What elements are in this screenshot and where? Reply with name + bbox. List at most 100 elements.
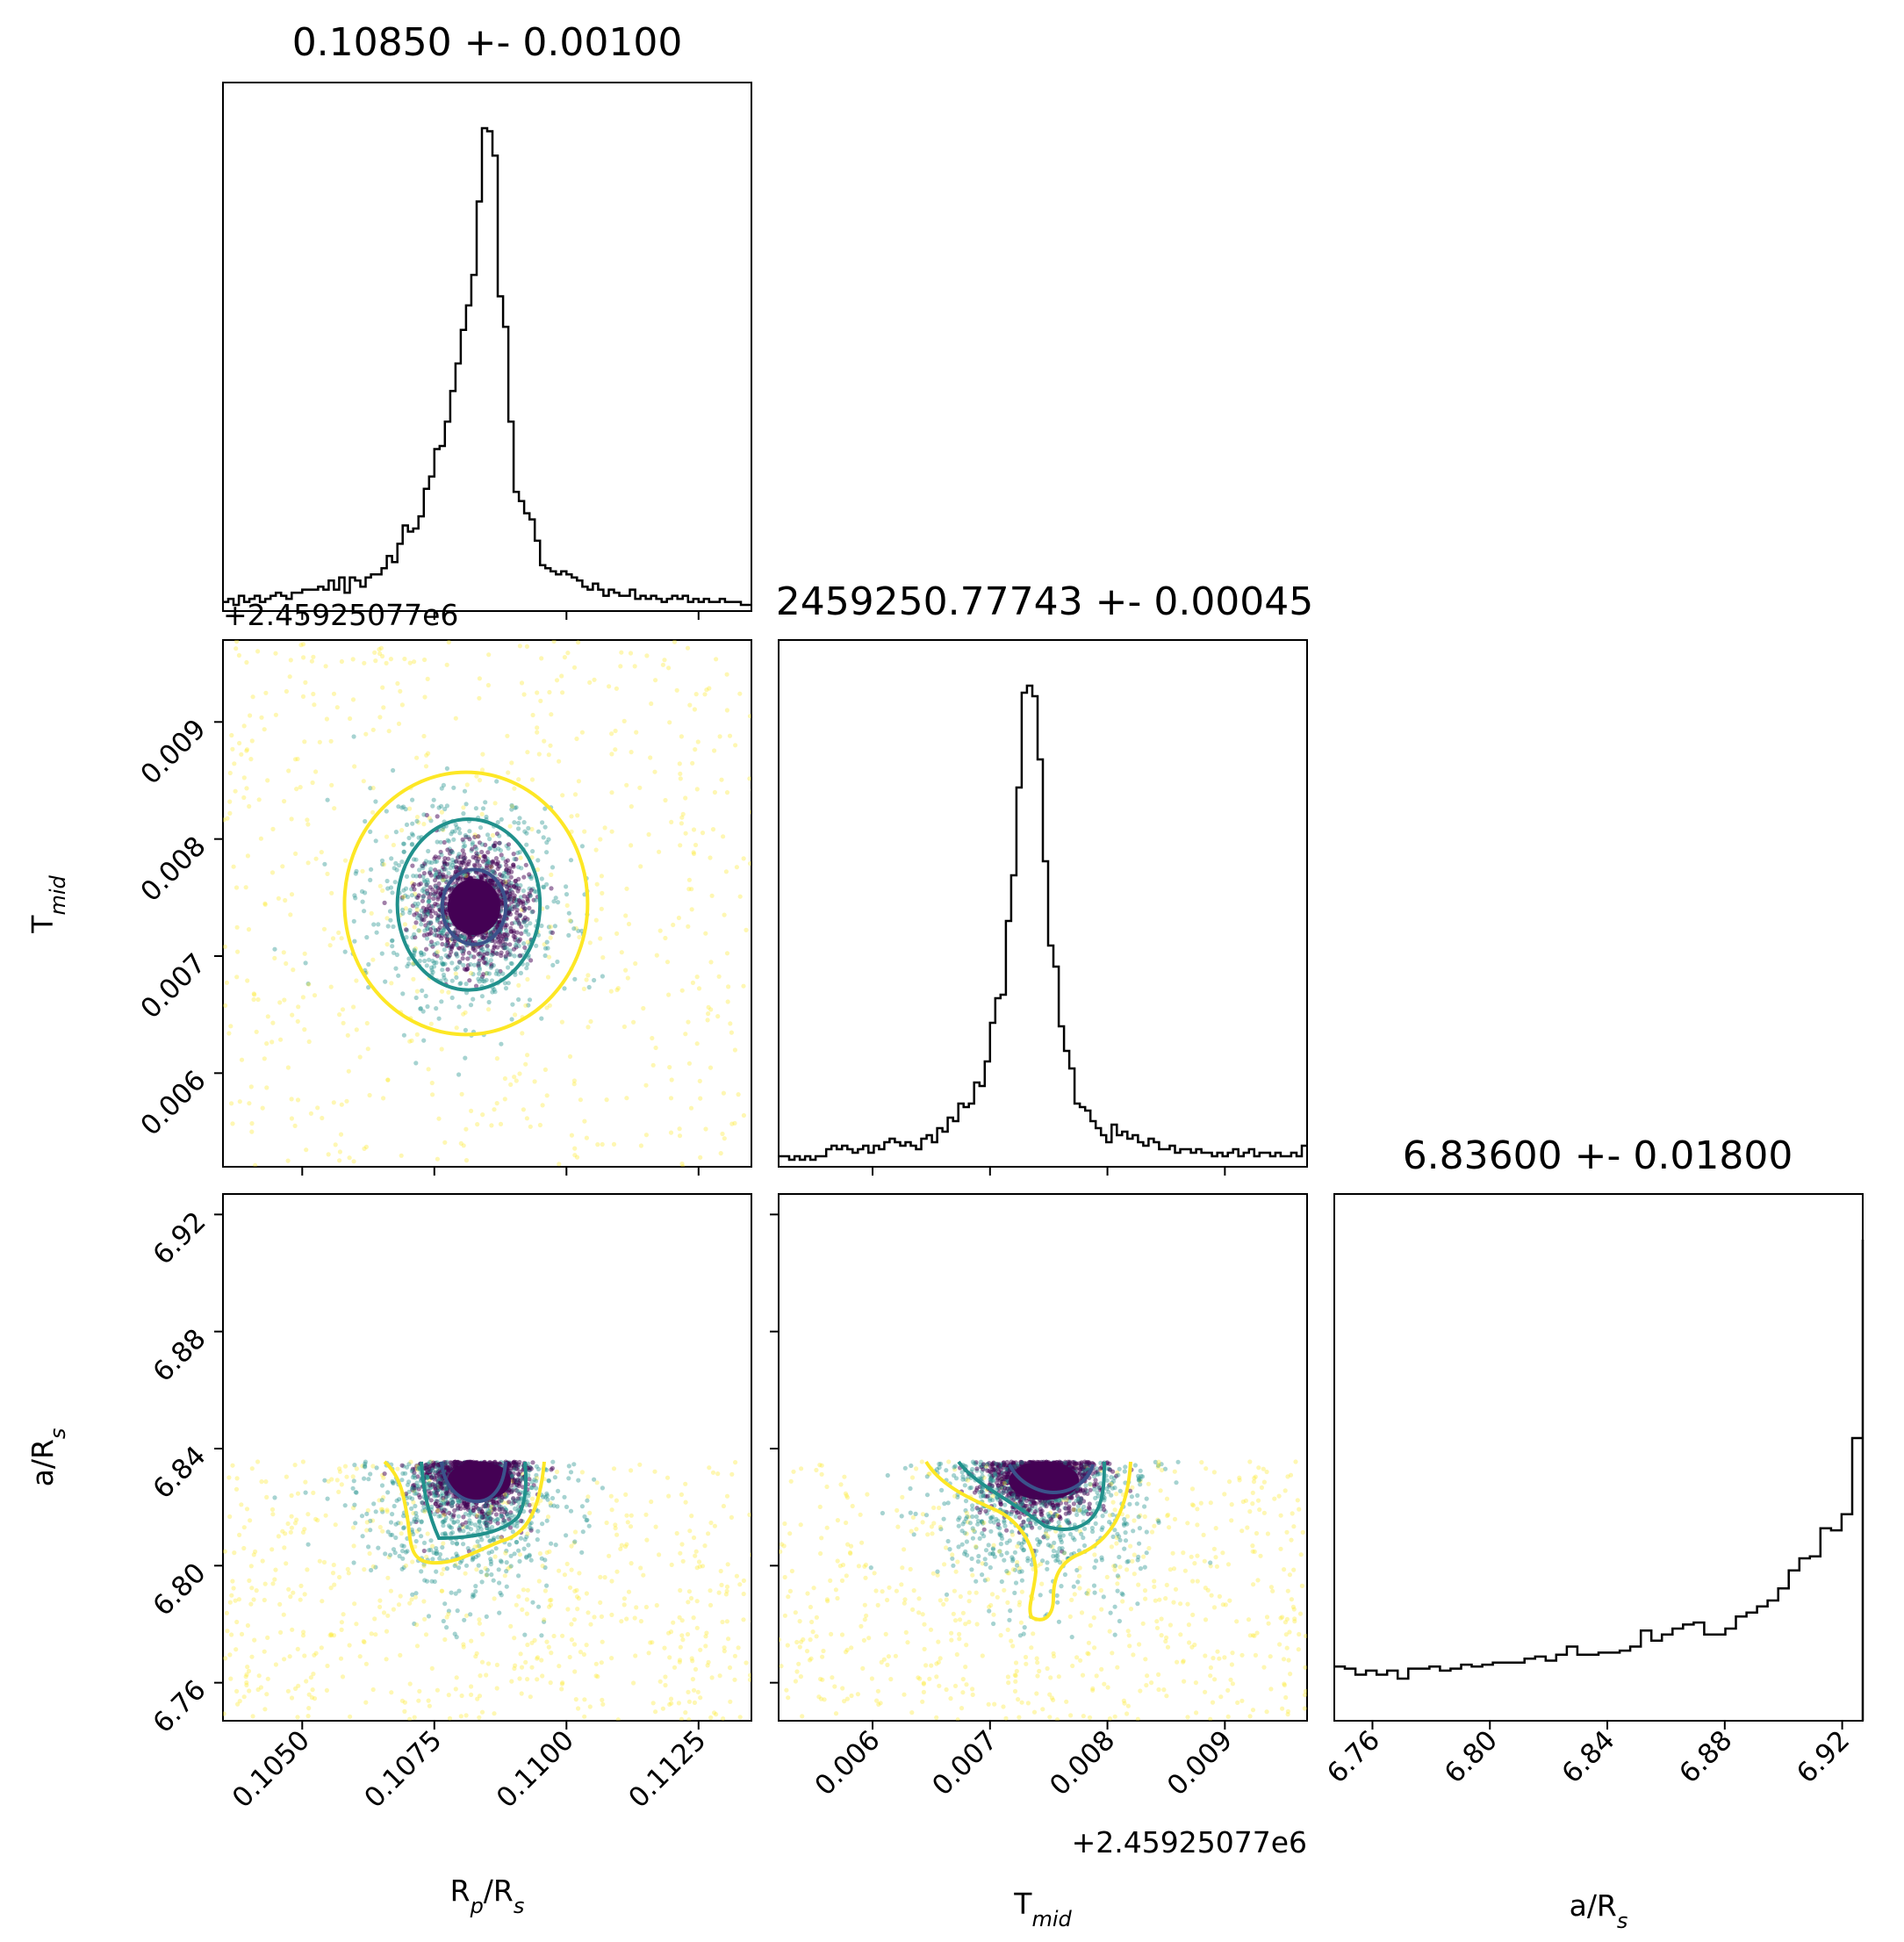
sample-point	[477, 840, 483, 845]
sample-point	[379, 1483, 385, 1488]
sample-point	[417, 958, 422, 964]
sample-point	[638, 1143, 644, 1148]
sample-point	[517, 816, 522, 821]
sample-point	[413, 1514, 420, 1519]
sample-point	[523, 929, 528, 934]
sample-point	[499, 1041, 504, 1047]
sample-point	[403, 886, 409, 891]
sample-point	[502, 1075, 508, 1082]
sample-point	[477, 676, 483, 681]
sample-point	[625, 1520, 630, 1525]
sample-point	[414, 907, 420, 912]
sample-point	[456, 960, 463, 965]
sample-point	[492, 945, 497, 950]
sample-point	[462, 1617, 467, 1622]
sample-point	[626, 921, 632, 927]
sample-point	[708, 1007, 714, 1012]
scatter-points-rp-tmid	[223, 640, 758, 1167]
sample-point	[526, 1543, 531, 1548]
sample-point	[363, 890, 368, 895]
sample-point	[521, 941, 527, 946]
sample-point	[272, 955, 277, 960]
sample-point	[437, 1556, 442, 1561]
sample-point	[401, 1514, 406, 1519]
sample-point	[300, 1459, 305, 1464]
sample-point	[474, 1514, 479, 1519]
sample-point	[461, 811, 466, 816]
sample-point	[506, 981, 511, 986]
sample-point	[549, 1541, 554, 1546]
sample-point	[229, 1632, 234, 1637]
sample-point	[483, 800, 488, 805]
sample-point	[411, 1473, 417, 1478]
sample-point	[492, 1711, 497, 1716]
sample-point	[494, 861, 499, 867]
sample-point	[424, 890, 430, 896]
sample-point	[255, 649, 261, 654]
sample-point	[336, 930, 341, 935]
sample-point	[453, 822, 458, 827]
sample-point	[472, 844, 478, 850]
sample-point	[253, 1549, 258, 1554]
sample-point	[568, 918, 574, 924]
sample-point	[530, 712, 535, 718]
sample-point	[542, 1564, 548, 1571]
sample-point	[411, 1510, 416, 1516]
sample-point	[508, 1515, 514, 1521]
sample-point	[534, 1478, 539, 1484]
sample-point	[579, 1470, 586, 1475]
sample-point	[513, 1663, 518, 1668]
sample-point	[631, 1019, 636, 1025]
sample-point	[695, 1689, 701, 1694]
sample-point	[500, 971, 506, 976]
sample-point	[398, 1652, 403, 1658]
sample-point	[357, 1654, 363, 1659]
sample-point	[393, 1521, 399, 1527]
sample-point	[680, 1558, 686, 1564]
sample-point	[463, 1055, 468, 1061]
sample-point	[384, 1657, 389, 1662]
sample-point	[477, 971, 482, 976]
sample-point	[368, 1528, 373, 1533]
sample-point	[535, 1677, 540, 1682]
sample-point	[283, 897, 288, 903]
sample-point	[377, 651, 383, 657]
sample-point	[429, 1504, 435, 1509]
sample-point	[508, 881, 514, 886]
sample-point	[453, 967, 458, 972]
sample-point	[754, 977, 758, 982]
sample-point	[444, 766, 449, 772]
sample-point	[694, 787, 700, 792]
sample-point	[282, 1657, 287, 1662]
sample-point	[474, 1651, 479, 1656]
sample-point	[379, 858, 385, 863]
sample-point	[423, 909, 428, 914]
sample-point	[507, 942, 513, 947]
sample-point	[531, 897, 536, 903]
sample-point	[550, 865, 556, 870]
sample-point	[333, 1142, 338, 1147]
sample-point	[233, 1598, 238, 1603]
sample-point	[339, 936, 344, 941]
sample-point	[438, 1498, 443, 1503]
sample-point	[384, 1629, 390, 1634]
sample-point	[436, 1016, 442, 1021]
sample-point	[282, 997, 287, 1003]
sample-point	[697, 1078, 702, 1083]
sample-point	[295, 1715, 300, 1720]
sample-point	[413, 1061, 419, 1066]
sample-point	[460, 956, 465, 961]
sample-point	[451, 837, 456, 842]
sample-point	[470, 1557, 475, 1563]
sample-point	[420, 1508, 426, 1514]
sample-point	[753, 853, 758, 858]
sample-point	[677, 1126, 682, 1132]
sample-point	[519, 1665, 525, 1670]
sample-point	[521, 874, 527, 880]
sample-point	[696, 1559, 702, 1564]
sample-point	[576, 779, 582, 784]
sample-point	[399, 860, 405, 865]
sample-point	[401, 1543, 406, 1549]
sample-point	[491, 1578, 496, 1583]
sample-point	[503, 1550, 508, 1556]
